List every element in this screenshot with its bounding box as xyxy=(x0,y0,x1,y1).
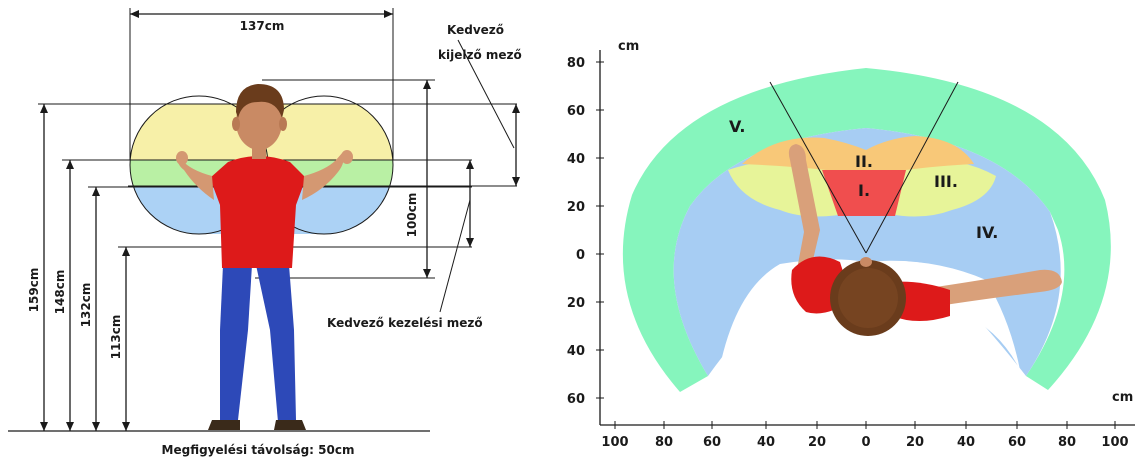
zone-label-i: I. xyxy=(858,181,870,200)
operation-leader xyxy=(439,199,471,313)
display-field-label-line1: Kedvező xyxy=(447,23,504,37)
zone-label-iv: IV. xyxy=(976,223,998,242)
x-tick-label: 20 xyxy=(808,435,826,450)
height-label-159: 159cm xyxy=(27,268,41,313)
y-tick-label: 0 xyxy=(576,248,585,263)
zone-label-v: V. xyxy=(729,117,745,136)
y-axis-ticks xyxy=(596,61,604,399)
height-label-113: 113cm xyxy=(109,315,123,360)
operation-field-label: Kedvező kezelési mező xyxy=(327,316,483,330)
x-tick-label: 100 xyxy=(1101,435,1128,450)
zone-label-iii: III. xyxy=(934,172,958,191)
x-tick-label: 20 xyxy=(906,435,924,450)
x-tick-label: 0 xyxy=(861,435,870,450)
person-front xyxy=(176,84,353,430)
y-tick-labels: 80 60 40 20 0 20 40 60 xyxy=(567,56,585,407)
x-unit-label: cm xyxy=(1112,390,1133,405)
left-figure: 137cm Kedvező kijelző mező 100cm Kedvező… xyxy=(8,8,522,457)
y-tick-label: 60 xyxy=(567,392,585,407)
x-tick-label: 60 xyxy=(1008,435,1026,450)
y-tick-label: 20 xyxy=(567,200,585,215)
x-tick-label: 40 xyxy=(957,435,975,450)
y-tick-label: 20 xyxy=(567,296,585,311)
x-tick-label: 60 xyxy=(703,435,721,450)
person-top xyxy=(788,144,1062,336)
x-axis-ticks xyxy=(614,421,1116,429)
y-tick-label: 40 xyxy=(567,344,585,359)
display-field-label-line2: kijelző mező xyxy=(438,48,522,62)
view-cone-right xyxy=(865,81,959,254)
height-label-148: 148cm xyxy=(53,270,67,315)
zone-v xyxy=(622,68,1111,392)
x-tick-label: 80 xyxy=(655,435,673,450)
zone-i xyxy=(822,170,906,216)
height-100-label: 100cm xyxy=(405,193,419,238)
x-tick-labels: 100 80 60 40 20 0 20 40 60 80 100 xyxy=(601,435,1128,450)
view-cone-left xyxy=(769,81,867,254)
top-width-label: 137cm xyxy=(240,19,285,33)
right-figure: V. II. I. III. IV. cm cm 80 60 40 20 0 2… xyxy=(567,39,1135,450)
display-leader xyxy=(457,39,515,149)
y-tick-label: 40 xyxy=(567,152,585,167)
y-tick-label: 60 xyxy=(567,104,585,119)
y-unit-label: cm xyxy=(618,39,639,54)
y-tick-label: 80 xyxy=(567,56,585,71)
x-tick-label: 80 xyxy=(1058,435,1076,450)
zone-label-ii: II. xyxy=(855,152,873,171)
height-label-132: 132cm xyxy=(79,283,93,328)
x-tick-label: 100 xyxy=(601,435,628,450)
observation-distance-label: Megfigyelési távolság: 50cm xyxy=(162,443,355,457)
x-tick-label: 40 xyxy=(757,435,775,450)
